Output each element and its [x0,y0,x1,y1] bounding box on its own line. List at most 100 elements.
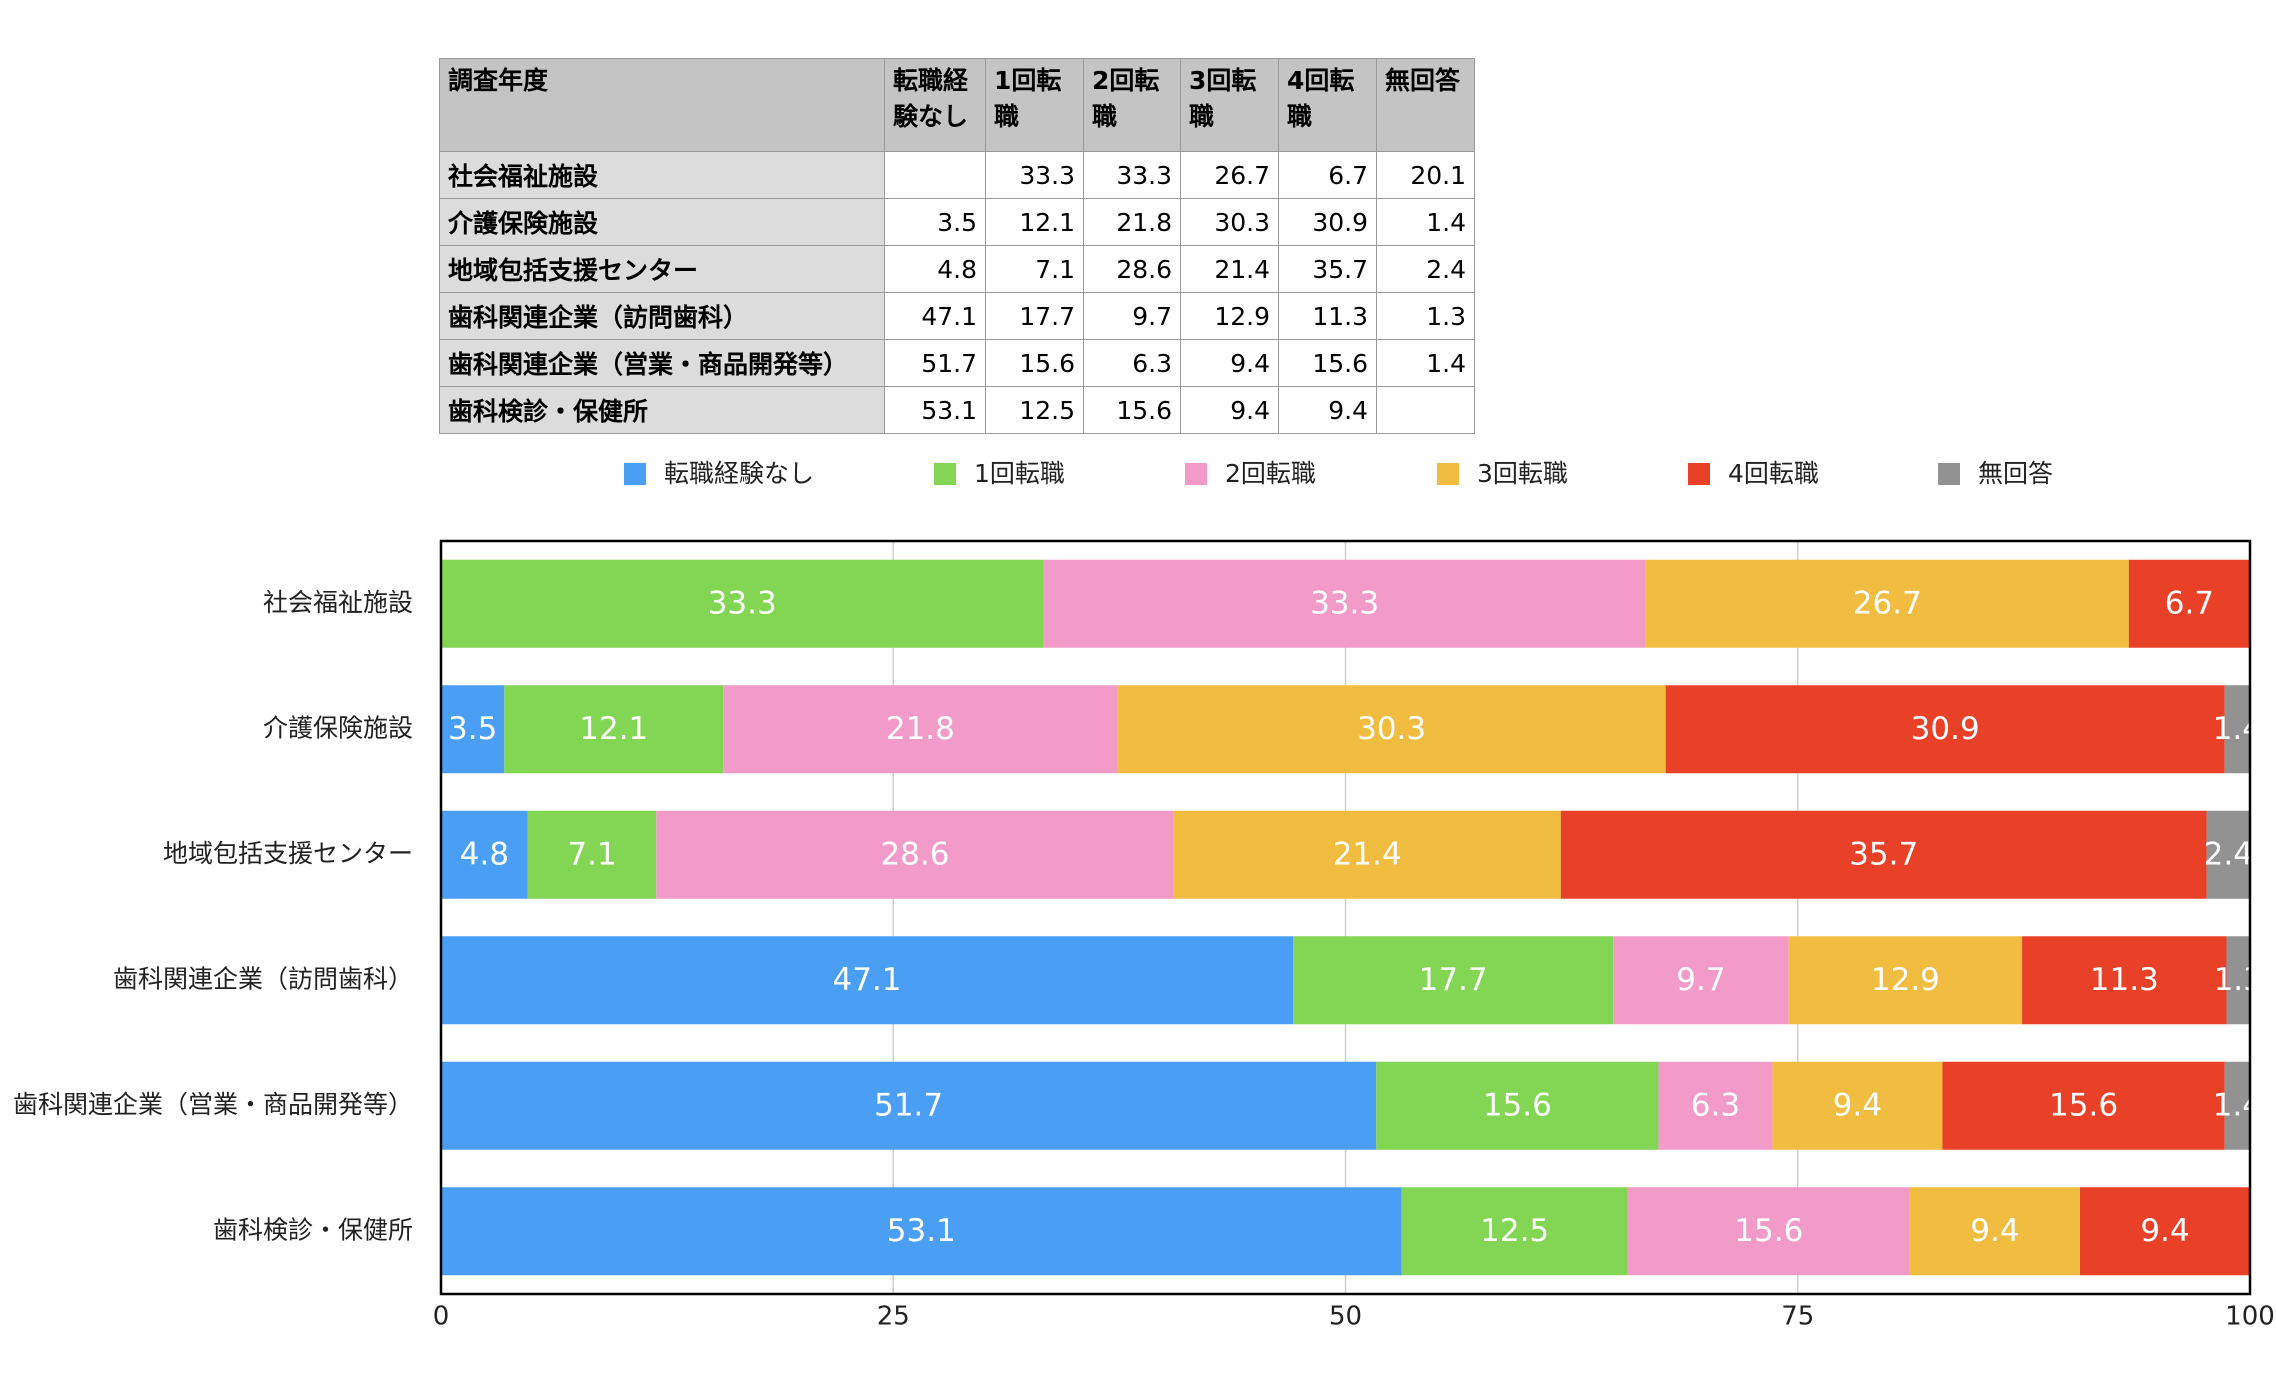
table-cell: 4.8 [884,245,986,293]
legend-swatch [624,463,646,485]
data-label: 15.6 [2049,1087,2118,1123]
table-cell: 1.4 [1376,198,1475,246]
data-label: 15.6 [1483,1087,1552,1123]
row-label: 歯科関連企業（営業・商品開発等） [439,339,885,387]
bar-segment [504,685,724,774]
data-label: 47.1 [833,962,902,998]
data-label: 30.9 [1911,711,1980,747]
bar-segment [441,559,1044,648]
header-cell: 調査年度 [439,58,885,152]
data-label: 6.7 [2165,585,2214,621]
legend-swatch [1437,463,1459,485]
bar-segment [2226,936,2250,1025]
data-label: 9.4 [1833,1087,1882,1123]
x-tick-label: 75 [1781,1302,1814,1332]
bar-segment [1658,1061,1773,1150]
plot-frame [439,539,2252,1296]
bar-segment [2206,810,2250,899]
data-label: 21.8 [886,711,955,747]
table-row: 歯科関連企業（営業・商品開発等） 51.7 15.6 6.3 9.4 15.6 1.4 [439,339,1475,387]
table-cell: 15.6 [1083,386,1181,434]
table-cell: 33.3 [985,151,1084,199]
table-row: 歯科関連企業（訪問歯科） 47.1 17.7 9.7 12.9 11.3 1.3 [439,292,1475,340]
table-header: 調査年度 転職経験なし 1回転職 2回転職 3回転職 4回転職 無回答 [439,58,1475,152]
row-label: 歯科関連企業（訪問歯科） [439,292,885,340]
bar-segment [723,685,1118,774]
x-tick-label: 25 [877,1302,910,1332]
bar-segment [2224,1061,2250,1150]
bar-segment [1665,685,2225,774]
data-label: 9.4 [2140,1213,2189,1249]
data-label: 11.3 [2090,962,2159,998]
data-label: 51.7 [874,1087,943,1123]
bar-segment [527,810,657,899]
table-cell: 2.4 [1376,245,1475,293]
data-label: 9.7 [1676,962,1725,998]
bar-segment [2250,560,2276,648]
row-label: 歯科検診・保健所 [439,386,885,434]
data-label: 4.8 [460,836,509,872]
legend-swatch [934,463,956,485]
table-cell: 35.7 [1278,245,1377,293]
table-cell: 15.6 [1278,339,1377,387]
x-tick-label: 100 [2225,1302,2275,1332]
data-label: 17.7 [1419,962,1488,998]
legend-label: 1回転職 [974,459,1065,488]
legend-swatch [1938,463,1960,485]
data-label: 9.4 [1970,1213,2019,1249]
header-cell: 2回転職 [1083,58,1181,152]
bar-segment [1117,685,1666,774]
table-cell: 21.8 [1083,198,1181,246]
bar-segment [441,810,528,899]
data-label: 1.3 [2214,962,2263,998]
legend-swatch [1688,463,1710,485]
header-cell: 3回転職 [1180,58,1279,152]
bar-segment [1627,1187,1910,1276]
table-cell: 11.3 [1278,292,1377,340]
table-cell: 9.7 [1083,292,1181,340]
bar-segment [1293,936,1614,1025]
bars: 33.333.326.76.720.13.512.121.830.330.91.… [441,559,2276,1276]
header-cell: 4回転職 [1278,58,1377,152]
bar-segment [2128,559,2250,648]
table-cell: 51.7 [884,339,986,387]
data-label: 12.1 [579,711,648,747]
y-tick-label: 社会福祉施設 [263,588,413,617]
bar-segment [1645,559,2129,648]
bar-segment [441,1187,1402,1276]
data-label: 7.1 [567,836,616,872]
table-cell: 15.6 [985,339,1084,387]
bar-segment [1560,810,2207,899]
data-label: 1.4 [2213,711,2262,747]
legend-label: 転職経験なし [664,459,814,488]
bar-segment [1613,936,1789,1025]
data-table: 調査年度 転職経験なし 1回転職 2回転職 3回転職 4回転職 無回答 社会福祉施設 33.3… [439,58,1475,434]
bar-segment [1909,1187,2080,1276]
header-cell: 無回答 [1376,58,1475,152]
header-cell: 1回転職 [985,58,1084,152]
table-cell: 1.3 [1376,292,1475,340]
data-label: 21.4 [1333,836,1402,872]
data-label: 12.5 [1480,1213,1549,1249]
data-label: 33.3 [1310,585,1379,621]
bar-segment [1772,1061,1943,1150]
data-label: 26.7 [1853,585,1922,621]
bar-segment [2022,936,2227,1025]
y-tick-label: 歯科関連企業（訪問歯科） [113,964,413,993]
table-cell: 47.1 [884,292,986,340]
bar-segment [441,936,1294,1025]
legend-swatch [1185,463,1207,485]
x-tick-label: 50 [1329,1302,1362,1332]
data-label: 28.6 [880,836,949,872]
data-label: 15.6 [1734,1213,1803,1249]
bar-segment [2224,685,2250,774]
table-cell [1376,386,1475,434]
table-cell [884,151,986,199]
table-cell: 21.4 [1180,245,1279,293]
table-row: 地域包括支援センター 4.8 7.1 28.6 21.4 35.7 2.4 [439,245,1475,293]
data-label: 3.5 [448,711,497,747]
bar-segment [1788,936,2023,1025]
bar-segment [441,1061,1377,1150]
table-cell: 12.5 [985,386,1084,434]
